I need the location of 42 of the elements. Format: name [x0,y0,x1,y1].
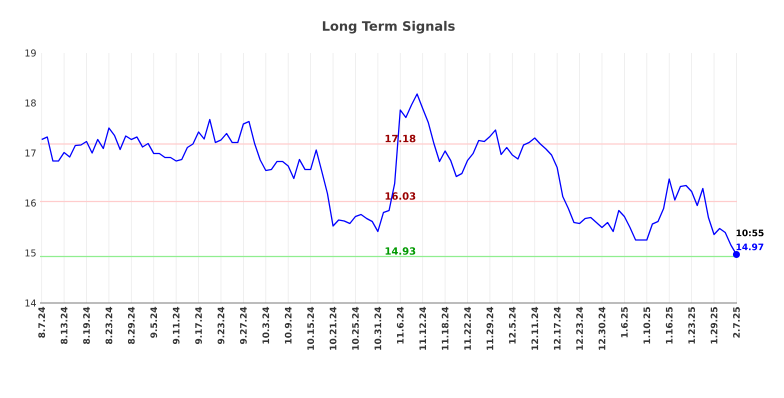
x-tick-label: 8.13.24 [60,306,68,344]
x-tick-label: 12.11.24 [531,306,538,350]
x-tick-label: 8.7.24 [38,306,46,338]
x-tick-label: 1.29.25 [710,307,718,344]
y-tick-label: 18 [25,99,36,107]
ref-line-label: 14.93 [386,247,416,255]
x-tick-label: 12.5.24 [508,306,516,344]
y-tick-label: 14 [25,300,36,306]
x-tick-label: 9.23.24 [218,306,224,344]
annotation: 10:55 [736,230,764,236]
x-tick-label: 11.29.24 [486,306,494,350]
data-label: 14.97 [736,244,764,250]
x-tick-label: 11.22.24 [464,306,471,350]
x-tick-label: 10.9.24 [284,306,292,344]
x-tick-label: 10.15.24 [307,306,314,350]
x-tick-label: 9.11.24 [172,306,180,344]
x-tick-label: 8.19.24 [83,306,90,344]
x-tick-label: 10.21.24 [330,306,336,350]
x-tick-label: 11.6.24 [396,306,404,344]
x-tick-label: 12.30.24 [598,306,606,350]
x-tick-label: 11.18.24 [442,306,448,350]
x-tick-label: 1.6.25 [620,307,628,338]
x-tick-label: 12.17.24 [554,306,560,350]
y-tick-label: 15 [25,249,36,257]
x-tick-label: 2.7.25 [733,307,740,338]
x-tick-label: 11.12.24 [419,306,426,350]
x-tick-label: 1.23.25 [688,307,696,344]
x-tick-label: 1.16.25 [666,307,673,344]
y-tick-label: 17 [25,150,36,156]
x-tick-label: 8.23.24 [106,306,112,344]
y-tick-label: 19 [25,49,36,57]
x-tick-label: 9.27.24 [240,306,247,344]
x-tick-label: 10.31.24 [374,306,382,350]
x-tick-label: 10.3.24 [262,306,270,344]
x-tick-label: 10.25.24 [352,306,359,350]
x-tick-label: 9.5.24 [150,306,158,338]
y-tick-label: 16 [25,199,36,207]
x-tick-label: 9.17.24 [195,306,202,344]
x-tick-label: 1.10.25 [643,307,650,344]
chart-title: Long Term Signals [322,20,455,34]
x-tick-label: 8.29.24 [128,306,135,344]
x-tick-label: 12.23.24 [576,306,583,350]
